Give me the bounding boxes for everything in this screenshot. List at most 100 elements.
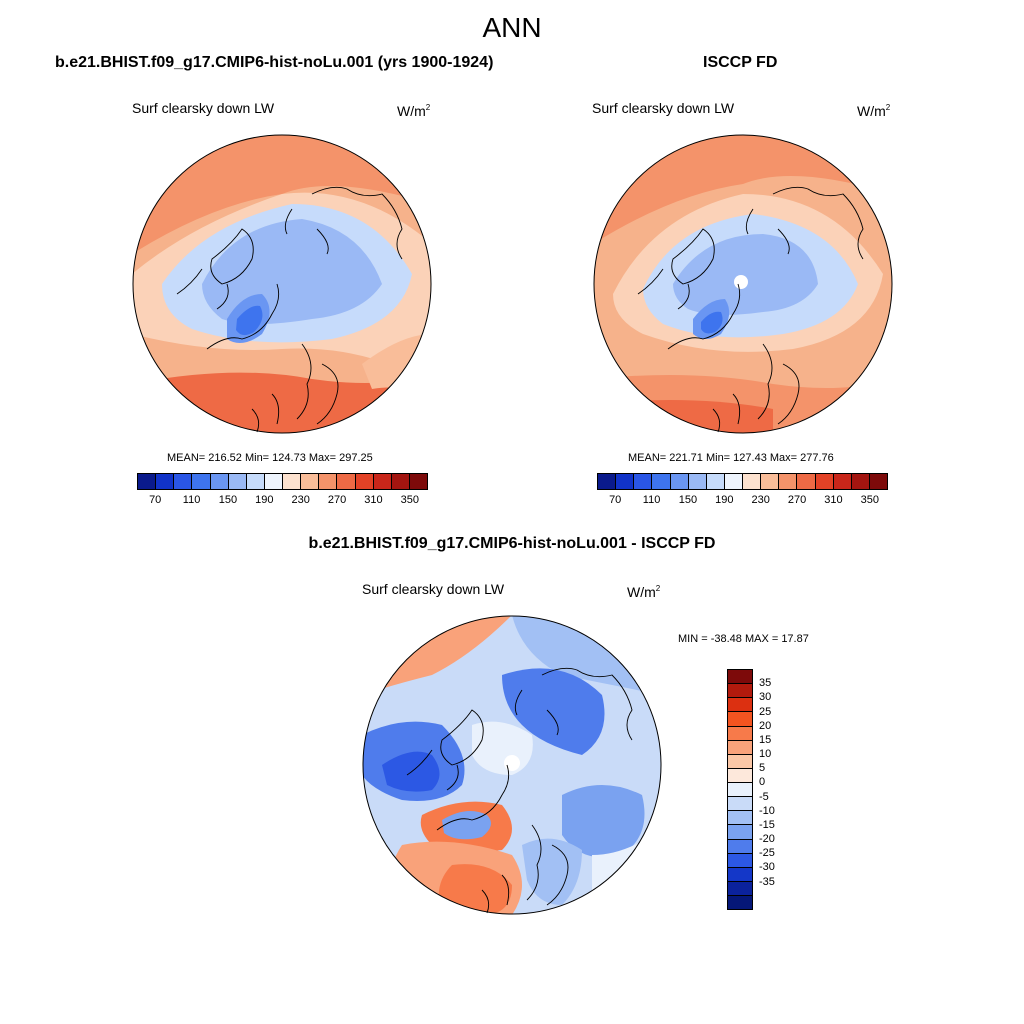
colorbar-model-swatch — [138, 474, 157, 489]
colorbar-model-swatch — [283, 474, 302, 489]
colorbar-diff-tick-label: 25 — [759, 705, 772, 718]
colorbar-diff-swatch — [728, 768, 752, 783]
colorbar-diff-swatch — [728, 825, 752, 840]
variable-label-obs: Surf clearsky down LW — [592, 100, 735, 116]
colorbar-obs-tick-label: 110 — [642, 494, 661, 506]
colorbar-model-swatch — [192, 474, 211, 489]
colorbar-diff-swatch — [728, 740, 752, 755]
colorbar-model-ticks: 70 110 150 190 230 270 310 350 — [137, 494, 426, 508]
colorbar-diff-tick-label: -35 — [759, 875, 775, 888]
colorbar-diff-tick-label: -5 — [759, 790, 769, 803]
colorbar-model-tick-label: 350 — [400, 494, 419, 506]
colorbar-obs-swatch — [761, 474, 780, 489]
colorbar-diff-swatch — [728, 867, 752, 882]
colorbar-diff-swatch — [728, 853, 752, 868]
colorbar-diff-tick-label: -25 — [759, 847, 775, 860]
colorbar-model-swatch — [355, 474, 374, 489]
colorbar-obs-swatch — [815, 474, 834, 489]
polar-map-diff — [362, 615, 662, 915]
colorbar-model-tick-label: 190 — [255, 494, 274, 506]
colorbar-diff-ticks: 35 30 25 20 15 10 5 0 -5 -10 -15 -20 -25 -30 -35 — [759, 669, 799, 910]
panel-title-diff: b.e21.BHIST.f09_g17.CMIP6-hist-noLu.001 … — [308, 535, 716, 552]
colorbar-diff-swatch — [728, 839, 752, 854]
colorbar-model-swatch — [337, 474, 356, 489]
polar-map-model — [132, 134, 432, 434]
colorbar-diff-swatch — [728, 698, 752, 713]
colorbar-model-tick-label: 70 — [149, 494, 162, 506]
colorbar-model — [137, 473, 428, 490]
colorbar-obs — [597, 473, 888, 490]
colorbar-diff-swatch — [728, 783, 752, 798]
colorbar-model-tick-label: 110 — [182, 494, 201, 506]
colorbar-obs-tick-label: 150 — [678, 494, 698, 506]
colorbar-model-swatch — [246, 474, 265, 489]
colorbar-model-swatch — [391, 474, 410, 489]
variable-label-diff: Surf clearsky down LW — [362, 581, 505, 597]
polar-map-obs — [593, 134, 893, 434]
colorbar-obs-swatch — [833, 474, 852, 489]
colorbar-obs-swatch — [598, 474, 617, 489]
colorbar-model-swatch — [156, 474, 175, 489]
colorbar-diff-tick-label: 35 — [759, 677, 772, 690]
panel-title-model: b.e21.BHIST.f09_g17.CMIP6-hist-noLu.001 … — [55, 54, 494, 71]
colorbar-obs-swatch — [616, 474, 635, 489]
units-label-diff: W/m2 — [627, 584, 661, 600]
colorbar-model-swatch — [174, 474, 193, 489]
colorbar-diff-tick-label: 5 — [759, 762, 766, 775]
colorbar-model-tick-label: 230 — [291, 494, 310, 506]
colorbar-model-swatch — [210, 474, 229, 489]
colorbar-diff-swatch — [728, 797, 752, 812]
page-title: ANN — [482, 12, 542, 43]
variable-label-model: Surf clearsky down LW — [132, 100, 275, 116]
colorbar-diff-swatch — [728, 881, 752, 896]
colorbar-obs-swatch — [743, 474, 762, 489]
colorbar-diff — [727, 669, 753, 910]
units-label-model: W/m2 — [397, 103, 431, 119]
colorbar-obs-tick-label: 190 — [715, 494, 734, 506]
stats-diff: MIN = -38.48 MAX = 17.87 — [678, 633, 809, 645]
colorbar-model-tick-label: 310 — [364, 494, 383, 506]
colorbar-diff-swatch — [728, 754, 752, 769]
stats-model: MEAN= 216.52 Min= 124.73 Max= 297.25 — [167, 452, 373, 464]
colorbar-diff-swatch — [728, 896, 752, 910]
colorbar-diff-tick-label: 20 — [759, 719, 772, 732]
colorbar-obs-ticks: 70 110 150 190 230 270 310 350 — [597, 494, 886, 508]
colorbar-obs-swatch — [851, 474, 870, 489]
colorbar-obs-swatch — [706, 474, 725, 489]
colorbar-model-swatch — [373, 474, 392, 489]
colorbar-diff-tick-label: -30 — [759, 861, 775, 874]
colorbar-diff-swatch — [728, 712, 752, 727]
colorbar-model-swatch — [228, 474, 247, 489]
colorbar-diff-tick-label: -10 — [759, 804, 775, 817]
colorbar-diff-tick-label: 15 — [759, 733, 772, 746]
colorbar-diff-tick-label: -20 — [759, 833, 775, 846]
colorbar-diff-tick-label: 30 — [759, 691, 772, 704]
colorbar-obs-swatch — [779, 474, 798, 489]
panel-title-obs: ISCCP FD — [703, 54, 778, 71]
colorbar-obs-tick-label: 310 — [824, 494, 843, 506]
colorbar-obs-tick-label: 230 — [751, 494, 770, 506]
colorbar-diff-swatch — [728, 684, 752, 699]
colorbar-model-swatch — [301, 474, 320, 489]
colorbar-obs-swatch — [688, 474, 707, 489]
colorbar-model-swatch — [319, 474, 338, 489]
colorbar-obs-swatch — [634, 474, 653, 489]
colorbar-obs-swatch — [652, 474, 671, 489]
colorbar-obs-tick-label: 270 — [787, 494, 807, 506]
colorbar-obs-swatch — [869, 474, 887, 489]
colorbar-diff-swatch — [728, 726, 752, 741]
colorbar-diff-tick-label: -15 — [759, 818, 775, 831]
colorbar-diff-swatch — [728, 670, 752, 685]
colorbar-model-swatch — [264, 474, 283, 489]
stats-obs: MEAN= 221.71 Min= 127.43 Max= 277.76 — [628, 452, 834, 464]
colorbar-obs-swatch — [670, 474, 689, 489]
colorbar-obs-swatch — [724, 474, 743, 489]
colorbar-model-tick-label: 270 — [327, 494, 347, 506]
units-label-obs: W/m2 — [857, 103, 891, 119]
colorbar-obs-swatch — [797, 474, 816, 489]
colorbar-obs-tick-label: 70 — [609, 494, 622, 506]
colorbar-diff-swatch — [728, 811, 752, 826]
colorbar-diff-tick-label: 10 — [759, 748, 772, 761]
colorbar-model-tick-label: 150 — [218, 494, 238, 506]
colorbar-model-swatch — [409, 474, 427, 489]
